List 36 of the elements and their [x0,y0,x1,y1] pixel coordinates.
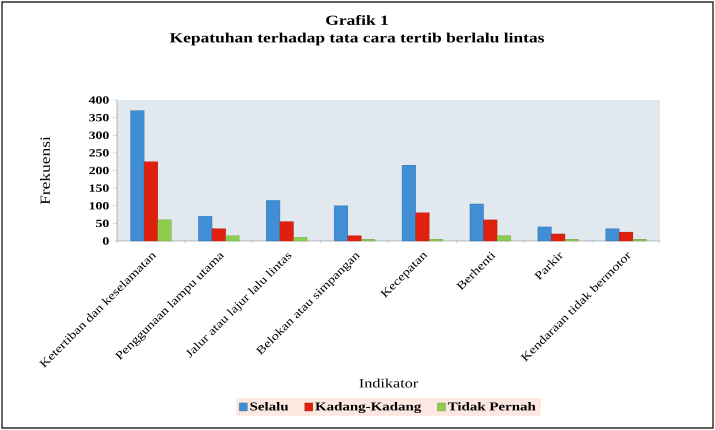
bar [538,226,552,242]
bar [293,237,308,242]
bar [280,221,294,242]
bar [483,220,498,242]
bar [619,232,634,242]
legend-label: Selalu [250,402,288,410]
legend-label: Tidak Pernah [448,402,536,410]
y-tick-label: 300 [89,132,109,139]
bar [334,206,348,242]
y-axis-title: Frekuensi [40,136,50,204]
y-tick-label: 100 [90,202,109,210]
y-tick-label: 200 [89,166,109,174]
bar [402,165,416,242]
bar [348,236,362,242]
bar [551,234,566,242]
bar [198,216,212,242]
y-tick-label: 150 [90,184,109,192]
y-tick-label: 250 [89,149,109,157]
bar [415,212,430,242]
y-tick-label: 400 [88,96,109,104]
chart-title: Grafik 1 [326,15,388,25]
bar [225,236,240,242]
y-tick-label: 0 [102,237,109,245]
bar [606,228,620,242]
y-tick-label: 50 [96,220,109,228]
bar [496,236,511,242]
bar [144,161,158,242]
bar [266,200,280,242]
legend-label: Kadang-Kadang [315,402,422,413]
x-axis-title: Indikator [359,378,418,388]
bar [158,220,172,242]
y-tick-label: 350 [89,114,109,122]
bar [212,228,226,242]
bar [130,110,144,242]
chart-subtitle: Kepatuhan terhadap tata cara tertib berlalu lintas [170,32,544,46]
bar [470,204,484,242]
